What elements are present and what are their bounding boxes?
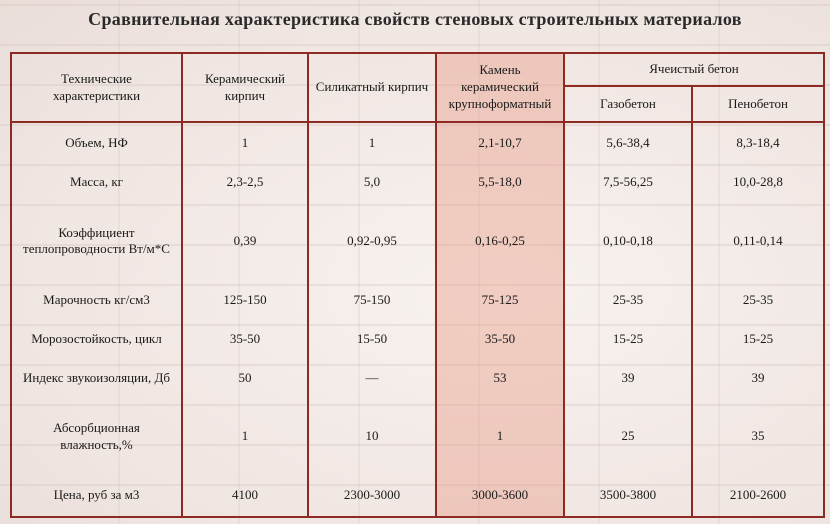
table-row: Объем, НФ 1 1 2,1-10,7 5,6-38,4 8,3-18,4 (10, 122, 826, 164)
row-label: Абсорбционная влажность,% (10, 397, 183, 476)
page-title: Сравнительная характеристика свойств сте… (88, 9, 742, 29)
table-row: Цена, руб за м3 4100 2300-3000 3000-3600 350… (10, 475, 826, 519)
table-cell: 0,11-0,14 (690, 202, 826, 281)
table-cell: 8,3-18,4 (690, 122, 826, 164)
table-body: Объем, НФ 1 1 2,1-10,7 5,6-38,4 8,3-18,4 Масса… (10, 122, 826, 519)
table-cell: 0,10-0,18 (563, 202, 693, 281)
row-label: Объем, НФ (10, 122, 183, 164)
table-cell: 35-50 (435, 319, 565, 359)
table-cell: 7,5-56,25 (563, 163, 693, 203)
table-row: Абсорбционная влажность,% 1 10 1 25 35 (10, 397, 826, 476)
header-characteristics: Технические характеристики (10, 52, 183, 123)
header-gas-concrete: Газобетон (563, 85, 693, 123)
row-label: Индекс звукоизоляции, Дб (10, 358, 183, 398)
table-cell: 39 (563, 358, 693, 398)
table-cell: 35-50 (181, 319, 309, 359)
row-label: Морозостойкость, цикл (10, 319, 183, 359)
table-cell: 39 (690, 358, 826, 398)
table-cell: 1 (181, 397, 309, 476)
table-cell: 15-50 (307, 319, 437, 359)
table-row: Морозостойкость, цикл 35-50 15-50 35-50 15-2… (10, 319, 826, 359)
table-cell: 2,1-10,7 (435, 122, 565, 164)
table-row: Масса, кг 2,3-2,5 5,0 5,5-18,0 7,5-56,25 10,0… (10, 163, 826, 203)
table-cell: 5,5-18,0 (435, 163, 565, 203)
table-cell: 53 (435, 358, 565, 398)
table-cell: 1 (435, 397, 565, 476)
table-cell: 2300-3000 (307, 475, 437, 519)
table-cell: 25-35 (563, 280, 693, 320)
table-cell: 2100-2600 (690, 475, 826, 519)
header-silicate-brick: Силикатный кирпич (307, 52, 437, 123)
table-cell: 75-125 (435, 280, 565, 320)
table-cell: 75-150 (307, 280, 437, 320)
table-row: Коэффициент теплопроводности Вт/м*С 0,39 0… (10, 202, 826, 281)
table-cell: 1 (181, 122, 309, 164)
table-cell: 125-150 (181, 280, 309, 320)
table-cell: 15-25 (563, 319, 693, 359)
table-cell: 5,6-38,4 (563, 122, 693, 164)
header-ceramic-stone: Камень керамический крупноформатный (435, 52, 565, 123)
row-label: Коэффициент теплопроводности Вт/м*С (10, 202, 183, 281)
table-cell: 5,0 (307, 163, 437, 203)
table-cell: 3000-3600 (435, 475, 565, 519)
table-cell: — (307, 358, 437, 398)
materials-comparison-table: Технические характеристики Керамический … (10, 52, 826, 519)
table-cell: 10,0-28,8 (690, 163, 826, 203)
table-cell: 15-25 (690, 319, 826, 359)
table-cell: 10 (307, 397, 437, 476)
header-cellular-concrete: Ячеистый бетон (562, 52, 826, 87)
table-cell: 2,3-2,5 (181, 163, 309, 203)
table-row: Марочность кг/см3 125-150 75-150 75-125 25-3… (10, 280, 826, 320)
table-cell: 3500-3800 (563, 475, 693, 519)
table-cell: 1 (307, 122, 437, 164)
table-cell: 0,92-0,95 (307, 202, 437, 281)
row-label: Марочность кг/см3 (10, 280, 183, 320)
table-cell: 0,16-0,25 (435, 202, 565, 281)
header-ceramic-brick: Керамический кирпич (181, 52, 309, 123)
table-cell: 4100 (181, 475, 309, 519)
table-cell: 0,39 (181, 202, 309, 281)
table-row: Индекс звукоизоляции, Дб 50—53 39 39 (10, 358, 826, 398)
table-cell: 35 (690, 397, 826, 476)
header-foam-concrete: Пенобетон (690, 85, 826, 123)
row-label: Масса, кг (10, 163, 183, 203)
table-cell: 25-35 (690, 280, 826, 320)
table-cell: 50 (181, 358, 309, 398)
table-cell: 25 (563, 397, 693, 476)
row-label: Цена, руб за м3 (10, 475, 183, 519)
